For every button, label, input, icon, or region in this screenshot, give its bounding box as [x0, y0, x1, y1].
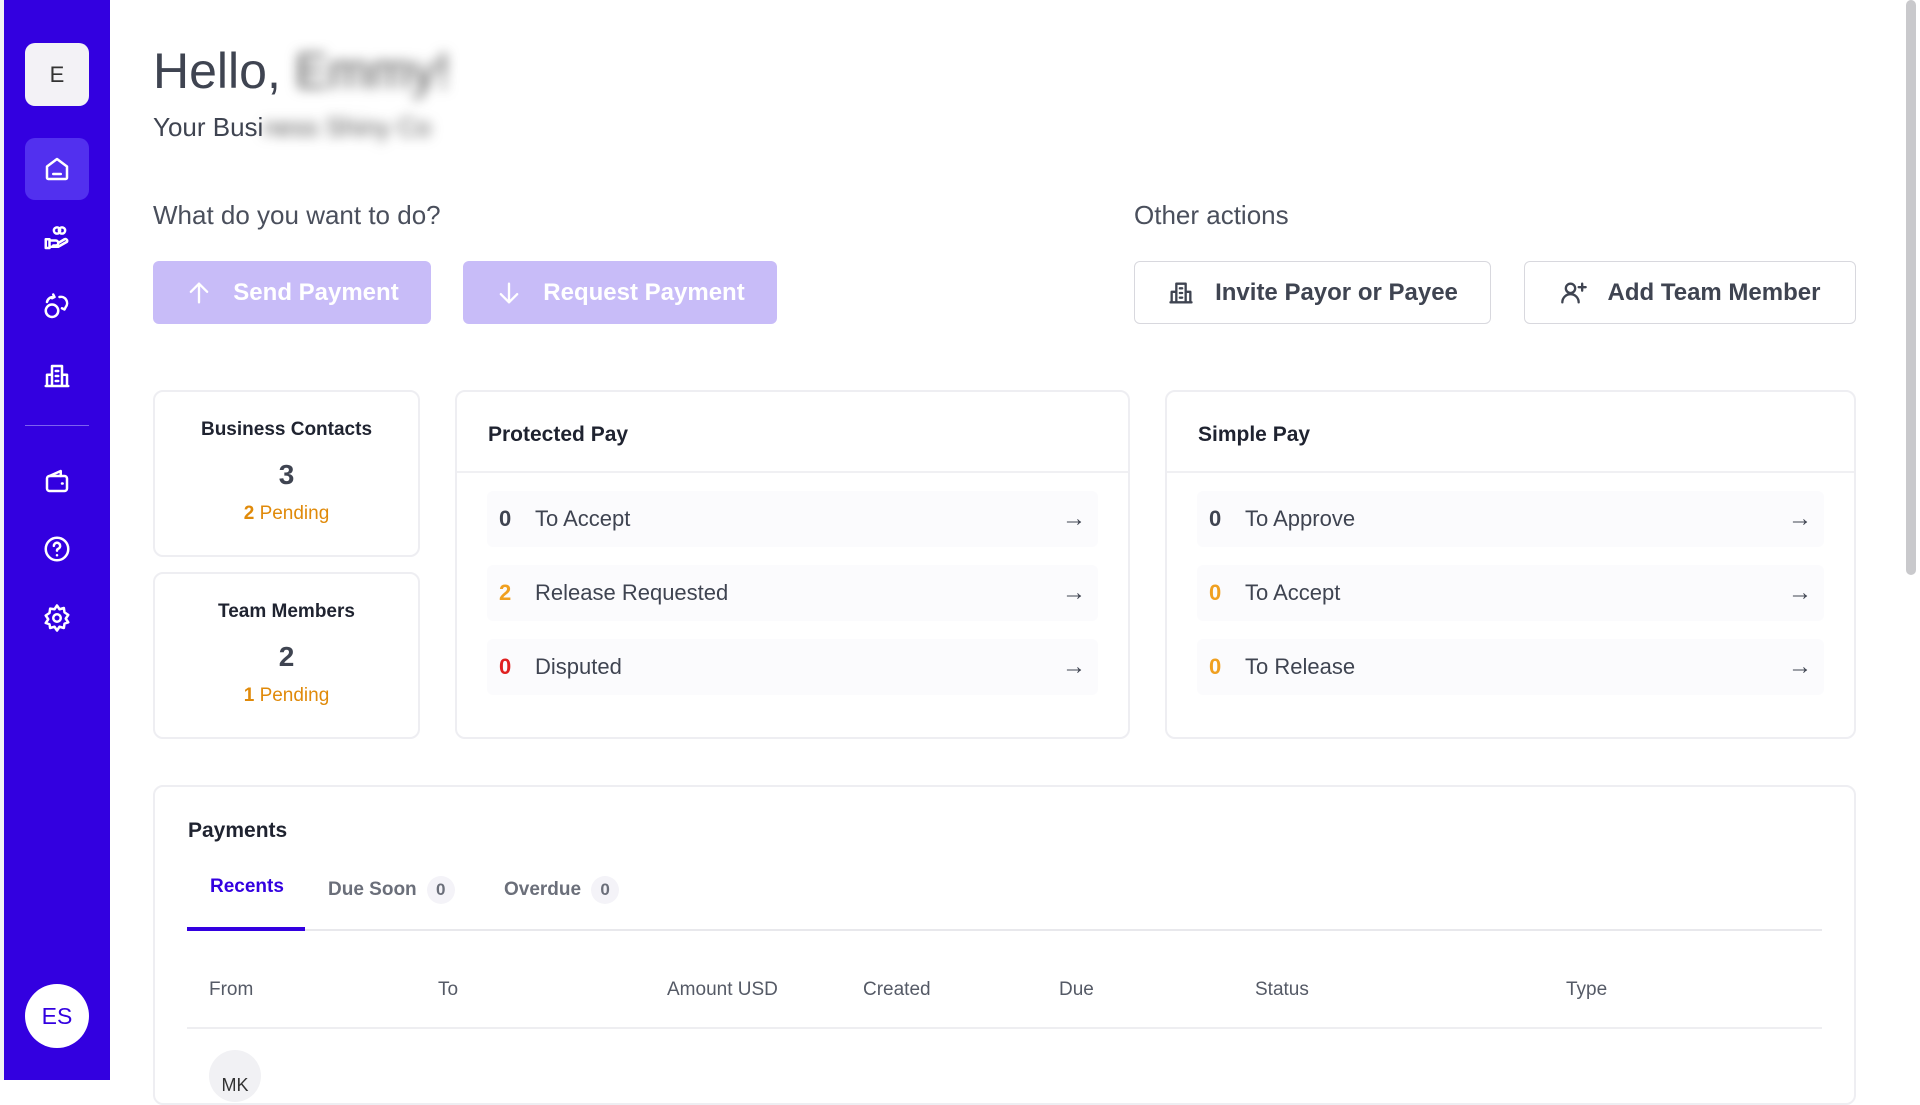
- column-header-status[interactable]: Status: [1255, 979, 1309, 1000]
- team-members-card[interactable]: Team Members 2 1 Pending: [153, 572, 420, 739]
- user-avatar[interactable]: ES: [25, 984, 89, 1048]
- table-header-divider: [187, 1027, 1822, 1029]
- home-icon: [45, 157, 69, 181]
- business-name: Your Business Shiny Co: [153, 112, 431, 142]
- request-payment-button[interactable]: Request Payment: [463, 261, 777, 324]
- arrow-right-icon: →: [1062, 653, 1086, 680]
- sidebar-item-business[interactable]: [25, 345, 89, 407]
- sidebar-item-help[interactable]: [25, 518, 89, 580]
- payments-card: Payments: [153, 785, 1856, 1105]
- building-icon: [44, 364, 70, 388]
- page-scrollbar[interactable]: [1906, 0, 1916, 575]
- workspace-logo[interactable]: E: [25, 43, 89, 106]
- building-icon: [1169, 282, 1193, 303]
- simple-pay-row[interactable]: 0 To Release →: [1197, 639, 1824, 695]
- overdue-count: 0: [591, 876, 620, 904]
- protected-pay-row[interactable]: 0 Disputed →: [487, 639, 1098, 695]
- contacts-pending: 2 Pending: [243, 503, 330, 524]
- protected-pay-row[interactable]: 0 To Accept →: [487, 491, 1098, 547]
- invite-payor-button[interactable]: Invite Payor or Payee: [1134, 261, 1491, 324]
- tabs-divider: [187, 929, 1822, 931]
- from-avatar: MK: [209, 1050, 261, 1102]
- contacts-count: 3: [278, 459, 295, 490]
- sidebar-divider: [25, 425, 89, 426]
- user-name-blurred: Emmy!: [294, 43, 451, 99]
- due-soon-count: 0: [426, 876, 455, 904]
- payments-title: Payments: [188, 819, 288, 842]
- simple-pay-row[interactable]: 0 To Approve →: [1197, 491, 1824, 547]
- team-count: 2: [278, 641, 295, 672]
- sidebar-item-wallet[interactable]: [25, 450, 89, 512]
- tab-due-soon[interactable]: Due Soon 0: [328, 876, 455, 904]
- sidebar-item-home[interactable]: [25, 138, 89, 200]
- help-icon: [44, 536, 70, 562]
- hand-coins-icon: [44, 226, 69, 250]
- column-header-type[interactable]: Type: [1566, 979, 1608, 1000]
- active-tab-indicator: [187, 927, 305, 931]
- wallet-icon: [45, 469, 69, 493]
- arrow-right-icon: →: [1788, 505, 1812, 532]
- add-team-member-button[interactable]: Add Team Member: [1524, 261, 1856, 324]
- tab-overdue[interactable]: Overdue 0: [504, 876, 620, 904]
- protected-pay-title: Protected Pay: [457, 392, 1128, 473]
- arrow-up-icon: [189, 282, 209, 303]
- actions-title: What do you want to do?: [153, 200, 441, 230]
- simple-pay-title: Simple Pay: [1167, 392, 1854, 473]
- simple-pay-row[interactable]: 0 To Accept →: [1197, 565, 1824, 621]
- user-plus-icon: [1560, 282, 1587, 303]
- tab-recents[interactable]: Recents: [210, 876, 284, 897]
- simple-pay-card: Simple Pay 0 To Approve → 0 To Accept → 0 To …: [1165, 390, 1856, 739]
- protected-pay-row[interactable]: 2 Release Requested →: [487, 565, 1098, 621]
- column-header-amount[interactable]: Amount USD: [667, 979, 778, 1000]
- column-header-created[interactable]: Created: [863, 979, 931, 1000]
- send-payment-button[interactable]: Send Payment: [153, 261, 431, 324]
- sidebar-item-settings[interactable]: [25, 587, 89, 649]
- protected-pay-card: Protected Pay 0 To Accept → 2 Release Reque…: [455, 390, 1130, 739]
- arrow-down-icon: [499, 282, 519, 303]
- greeting: Hello, Emmy!: [153, 43, 451, 99]
- sidebar: E ES: [0, 0, 110, 1080]
- sidebar-item-contacts[interactable]: [25, 207, 89, 269]
- arrow-right-icon: →: [1062, 505, 1086, 532]
- column-header-to[interactable]: To: [438, 979, 459, 1000]
- gear-icon: [44, 604, 70, 632]
- exchange-icon: [44, 293, 69, 319]
- arrow-right-icon: →: [1788, 653, 1812, 680]
- arrow-right-icon: →: [1788, 579, 1812, 606]
- column-header-from[interactable]: From: [209, 979, 254, 1000]
- team-pending: 1 Pending: [243, 685, 330, 706]
- sidebar-item-payments[interactable]: [25, 276, 89, 338]
- column-header-due[interactable]: Due: [1059, 979, 1094, 1000]
- other-actions-title: Other actions: [1134, 200, 1289, 230]
- business-contacts-card[interactable]: Business Contacts 3 2 Pending: [153, 390, 420, 557]
- arrow-right-icon: →: [1062, 579, 1086, 606]
